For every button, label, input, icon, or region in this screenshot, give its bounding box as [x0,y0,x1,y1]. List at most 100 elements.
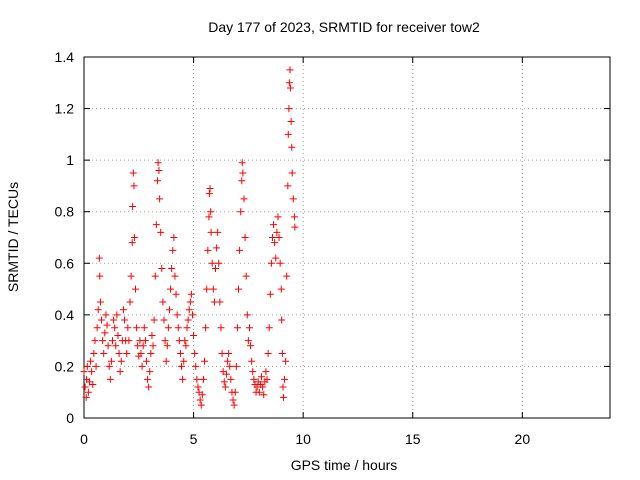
data-point [274,213,282,221]
data-point [199,375,207,383]
y-tick-label: 0 [66,410,74,426]
data-point [168,264,176,272]
data-point [196,396,204,404]
data-point [104,342,112,350]
data-point [230,401,238,409]
data-point [139,342,147,350]
data-point [115,350,123,358]
data-point [271,239,279,247]
data-point [161,337,169,345]
data-point [250,375,258,383]
data-point [154,159,162,167]
data-point [163,342,171,350]
data-point [148,331,156,339]
data-point [142,357,150,365]
data-point [112,342,120,350]
data-point [283,272,291,280]
data-point [121,316,129,324]
data-point [224,357,232,365]
y-tick-label: 0.4 [55,307,75,323]
data-point [236,246,244,254]
data-point [198,391,206,399]
data-point [190,331,198,339]
data-point [82,393,90,401]
data-point [111,324,119,332]
data-point [132,285,140,293]
data-point [225,350,233,358]
data-point [176,350,184,358]
data-point [263,375,271,383]
chart-title: Day 177 of 2023, SRMTID for receiver tow… [208,19,480,35]
data-point [187,290,195,298]
data-point [169,246,177,254]
y-tick-label: 0.2 [55,358,75,374]
data-point [92,362,100,370]
data-point [241,234,249,241]
data-point [101,329,109,337]
data-point [192,362,200,370]
data-point [133,324,141,332]
data-point [156,195,164,203]
data-point [238,159,246,167]
data-point [229,396,237,404]
data-point [207,208,215,216]
data-point [270,221,278,229]
data-point [162,357,170,365]
x-axis-label: GPS time / hours [291,457,398,473]
data-point [206,185,214,193]
data-point [214,228,222,236]
data-point [245,324,253,332]
data-point [102,311,110,319]
data-point [258,373,266,381]
x-tick-label: 0 [80,431,88,447]
data-point [152,221,160,229]
data-point [149,342,157,350]
data-point [99,337,107,345]
data-point [128,239,136,247]
data-point [272,254,280,262]
data-point [239,169,247,177]
data-point [181,337,189,345]
data-point [130,182,138,190]
data-point [183,324,191,332]
data-point [248,357,256,365]
data-point [205,213,213,221]
data-point [158,264,166,272]
data-point [95,254,103,262]
data-point [284,130,292,138]
data-point [130,234,138,241]
data-points [80,66,299,409]
data-point [231,388,239,396]
data-point [194,383,202,391]
data-point [235,285,243,293]
data-point [201,357,209,365]
data-point [126,298,134,306]
data-point [123,350,131,358]
data-point [277,285,285,293]
grid-lines [84,57,610,418]
data-point [255,388,263,396]
data-point [117,357,125,365]
y-tick-label: 1 [66,152,74,168]
data-point [91,337,99,345]
x-tick-label: 20 [515,431,531,447]
data-point [242,272,250,280]
data-point [171,272,179,280]
data-point [116,368,124,376]
data-point [129,169,137,177]
data-point [165,306,173,314]
data-point [213,244,221,252]
data-point [240,195,248,203]
data-point [215,259,223,267]
data-point [178,362,186,370]
data-point [278,316,286,324]
data-point [108,337,116,345]
data-point [146,368,154,376]
y-tick-label: 1.4 [55,49,75,65]
data-point [207,228,215,236]
data-point [220,378,228,386]
data-point [174,324,182,332]
data-point [107,357,115,365]
data-point [84,388,92,396]
data-point [127,272,135,280]
